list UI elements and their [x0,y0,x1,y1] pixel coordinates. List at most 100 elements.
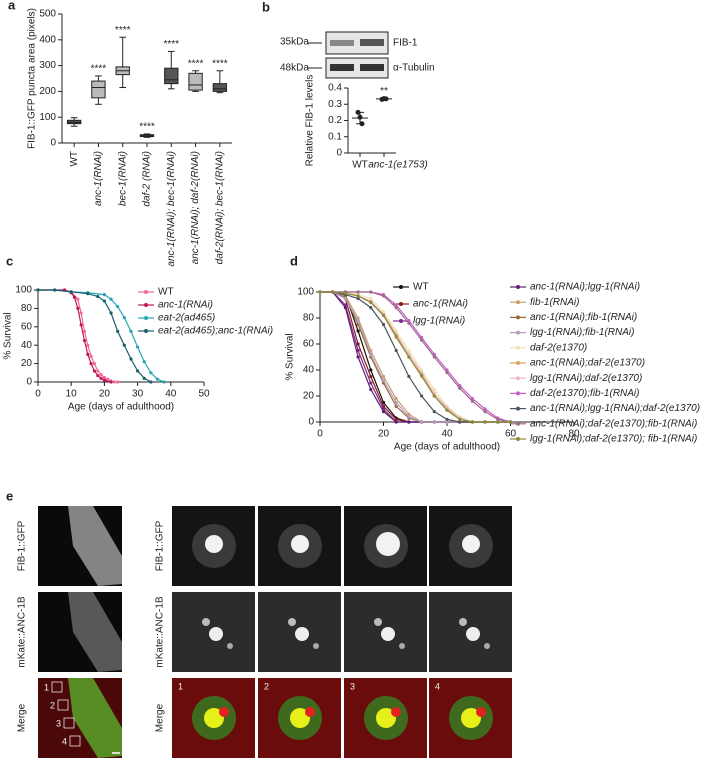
marker [109,297,113,301]
nucleolus [462,535,480,553]
x-axis-label: Age (days of adulthood) [68,402,174,413]
marker [432,394,436,398]
legend-label: WT [413,282,429,293]
legend-marker [516,437,520,441]
marker [155,377,160,381]
y-axis-label: % Survival [285,333,296,380]
marker [86,343,90,347]
marker [470,399,474,403]
row-label: mKate::ANC-1B [17,596,28,667]
marker [445,408,449,412]
marker [142,360,146,364]
punctum [466,627,480,641]
x-tick-label: anc-1(RNAi) [93,151,104,206]
marker [394,417,398,421]
marker [369,387,373,392]
significance: **** [188,58,204,69]
marker [420,338,424,342]
legend-label: anc-1(RNAi);fib-1(RNAi) [530,312,637,323]
marker [162,380,166,384]
y-tick-label: 20 [303,391,315,402]
roi-number: 2 [50,700,55,710]
marker [381,309,386,314]
marker [89,354,93,358]
marker [89,362,93,366]
marker [483,420,487,424]
marker [458,386,462,390]
marker [343,296,347,301]
marker [149,371,153,375]
marker [407,374,411,379]
marker [36,288,40,292]
marker [76,297,80,301]
y-tick-label: 40 [21,340,33,351]
worm [68,678,122,758]
marker [394,306,398,310]
marker [116,304,120,309]
blot-frame [325,31,389,55]
legend-marker [144,290,148,294]
blot-size: 35kDa [280,37,309,48]
significance: **** [115,25,131,36]
legend-label: anc-1(RNAi);lgg-1(RNAi);daf-2(e1370) [530,403,700,414]
legend-label: anc-1(RNAi);lgg-1(RNAi) [530,282,640,293]
legend-label: lgg-1(RNAi);daf-2(e1370) [530,373,642,384]
y-tick-label: 500 [39,9,56,20]
blot-size: 48kDa [280,63,309,74]
x-tick-label: 10 [66,389,78,400]
marker [72,295,77,299]
legend-label: fib-1(RNAi) [530,297,579,308]
x-tick-label: anc-1(e1753) [368,160,427,171]
survival-line [320,291,511,423]
punctum [209,627,223,641]
blot-band-label: FIB-1 [393,38,418,49]
y-tick-label: 0.3 [328,99,342,110]
punctum [391,707,401,717]
legend-marker [399,285,403,289]
legend-marker [144,316,148,320]
marker [496,417,500,421]
marker [508,420,513,424]
punctum [476,707,486,717]
roi-box [57,699,69,711]
x-tick-label: 40 [165,389,177,400]
nucleolus [291,535,309,553]
marker [381,378,386,382]
marker [458,420,462,424]
row-label: Merge [17,703,28,732]
legend-label: anc-1(RNAi) [413,299,468,310]
punctum [381,627,395,641]
legend-label: WT [158,287,174,298]
survival-line [38,289,152,383]
marker [79,323,83,327]
marker [394,400,398,405]
y-tick-label: 400 [39,34,56,45]
roi-number: 3 [56,718,61,728]
blot-band [330,40,354,46]
marker [394,420,398,424]
punctum [484,643,490,649]
marker [112,380,116,384]
marker [82,329,87,333]
marker [369,381,373,385]
marker [136,345,140,349]
x-tick-label: WT [69,151,80,167]
marker [445,417,449,421]
legend-marker [516,330,520,335]
marker [369,296,373,301]
row-label: mKate::ANC-1B [155,596,166,667]
marker [356,296,360,301]
marker [109,380,113,384]
marker [86,292,90,296]
marker [92,362,97,366]
marker [106,377,110,381]
y-tick-label: 300 [39,60,56,71]
marker [381,322,386,327]
x-tick-label: 0 [35,389,41,400]
marker [432,387,436,392]
panel-label: a [8,0,16,12]
legend-marker [516,361,520,365]
marker [381,374,386,379]
marker [407,420,411,424]
